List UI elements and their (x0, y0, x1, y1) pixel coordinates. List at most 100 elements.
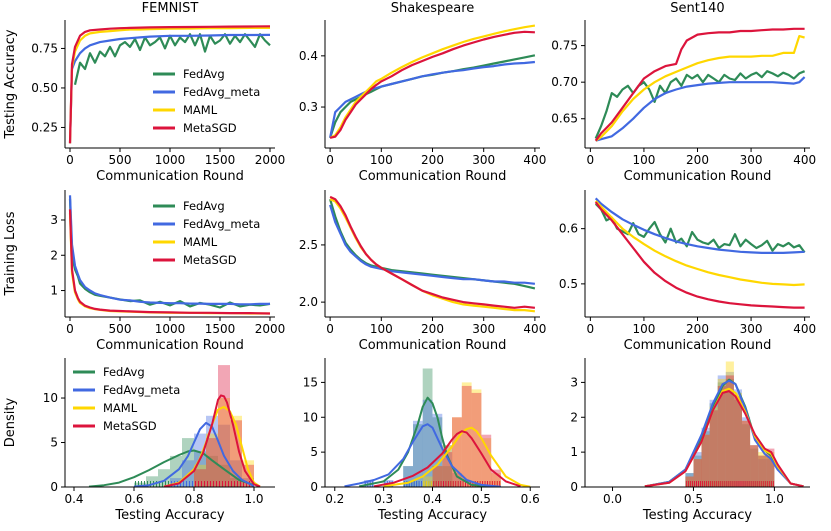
y-tick-label: 0.3 (299, 100, 318, 114)
panel-femnist-density: 0.4 0.6 0.8 1.0 0 5 10 Testing Accuracy Density F… (3, 358, 275, 523)
x-tick-label: 0 (326, 153, 334, 167)
y-tick-label: 0.6 (559, 222, 578, 236)
hist-bar-metasgd (432, 466, 443, 487)
series-line-fedavg-meta (329, 60, 536, 139)
x-tick-label: 0.4 (64, 492, 83, 506)
hist-bar-fedavg-meta (750, 445, 759, 487)
hist-bar-fedavg (742, 424, 751, 487)
hist-bar-metasgd (685, 476, 694, 487)
hist-bar-metasgd (471, 392, 482, 487)
panel-shakespeare-acc: Shakespeare 0 100 200 300 400 0.3 0.4 Communicat… (299, 1, 546, 184)
y-tick-label: 0 (570, 480, 578, 494)
series-line-fedavg (68, 198, 271, 309)
hist-bar-fedavg (230, 478, 242, 487)
hist-bar-maml (766, 452, 775, 487)
legend-label: MetaSGD (183, 121, 237, 135)
x-tick-label: 200 (686, 153, 709, 167)
hist-bar-fedavg (717, 382, 726, 487)
x-axis-label: Communication Round (96, 338, 244, 353)
hist-bar-fedavg (758, 455, 767, 487)
y-tick-label: 0 (50, 480, 58, 494)
hist-bar-metasgd (709, 410, 718, 487)
hist-bar-fedavg-meta (413, 420, 423, 487)
hist-bar-maml (725, 361, 734, 487)
legend-label: FedAvg (183, 67, 225, 81)
y-tick-label: 3 (50, 213, 58, 227)
legend-label: FedAvg_meta (103, 383, 180, 397)
x-tick-label: 1000 (155, 322, 186, 336)
hist-bar-metasgd (742, 420, 751, 487)
x-tick-label: 1500 (205, 322, 236, 336)
y-tick-label: 2 (570, 410, 578, 424)
x-tick-label: 0.6 (124, 492, 143, 506)
x-tick-label: 1.0 (765, 492, 784, 506)
hist-bar-fedavg (134, 482, 146, 487)
legend-label: FedAvg_meta (183, 217, 260, 231)
x-tick-label: 400 (793, 322, 816, 336)
hist-bar-fedavg (442, 466, 453, 487)
x-tick-label: 100 (632, 322, 655, 336)
hist-bar-fedavg-meta (701, 427, 710, 487)
hist-bar-fedavg (413, 424, 423, 487)
y-tick-label: 15 (303, 375, 318, 389)
y-tick-label: 3 (570, 375, 578, 389)
y-tick-label: 0.75 (31, 41, 58, 55)
hist-bar-maml (717, 378, 726, 487)
x-tick-label: 0 (587, 322, 595, 336)
x-axis-label: Communication Round (359, 169, 507, 184)
hist-bar-fedavg (422, 368, 433, 487)
panel-sent140-density: 0.0 0.5 1.0 0 1 2 3 Testing Accuracy (570, 358, 810, 523)
y-tick-label: 2 (50, 248, 58, 262)
hist-bar-fedavg-meta (725, 371, 734, 487)
hist-bar-maml (422, 476, 433, 487)
x-axis-label: Communication Round (624, 169, 772, 184)
legend-label: MetaSGD (183, 253, 237, 267)
series-line-fedavg-meta (68, 195, 270, 306)
hist-bar-metasgd (442, 452, 453, 487)
plot-area (68, 25, 271, 144)
panel-shakespeare-density: 0.2 0.3 0.4 0.5 0.6 0 5 10 15 Testing Accuracy (303, 358, 540, 523)
hist-bar-maml (452, 417, 462, 487)
legend-label: MAML (183, 103, 218, 117)
series-line-fedavg-meta (68, 33, 271, 144)
series-line-maml (68, 26, 270, 144)
panel-shakespeare-loss: 0 100 200 300 400 2.0 2.5 Communication Round (299, 190, 546, 353)
x-tick-label: 0 (66, 153, 74, 167)
x-tick-label: 400 (523, 153, 546, 167)
x-tick-label: 300 (740, 322, 763, 336)
hist-bar-metasgd (461, 385, 472, 487)
hist-bar-fedavg (709, 403, 718, 487)
x-tick-label: 0.0 (603, 492, 622, 506)
hist-bar-maml (709, 406, 718, 487)
series-line-metasgd (68, 25, 271, 144)
hist-bar-metasgd (725, 375, 734, 487)
hist-bar-fedavg-meta (709, 399, 718, 487)
x-tick-label: 300 (472, 153, 495, 167)
y-tick-label: 0.75 (551, 39, 578, 53)
hist-bar-maml (733, 392, 742, 487)
x-tick-label: 2000 (255, 322, 286, 336)
kde-curve-fedavg-meta (133, 421, 255, 487)
kde-curve-maml (383, 426, 531, 487)
panel-title: Shakespeare (391, 1, 475, 16)
y-tick-label: 0.4 (299, 49, 318, 63)
series-line-metasgd (329, 30, 535, 139)
kde-curve-fedavg (359, 396, 492, 487)
y-tick-label: 2.5 (299, 238, 318, 252)
x-tick-label: 300 (740, 153, 763, 167)
y-tick-label: 5 (50, 436, 58, 450)
y-tick-label: 10 (303, 410, 318, 424)
hist-bar-fedavg-meta (742, 417, 751, 487)
x-tick-label: 400 (793, 153, 816, 167)
hist-bar-fedavg-meta (766, 459, 775, 487)
plot-area (594, 197, 806, 309)
kde-curve-metasgd (373, 430, 521, 487)
y-tick-label: 0.5 (559, 277, 578, 291)
x-axis-label: Testing Accuracy (377, 508, 487, 523)
x-tick-label: 0.8 (184, 492, 203, 506)
hist-bar-metasgd (758, 455, 767, 487)
hist-bar-maml (685, 476, 694, 487)
x-tick-label: 2000 (255, 153, 286, 167)
series-line-fedavg (594, 70, 806, 139)
